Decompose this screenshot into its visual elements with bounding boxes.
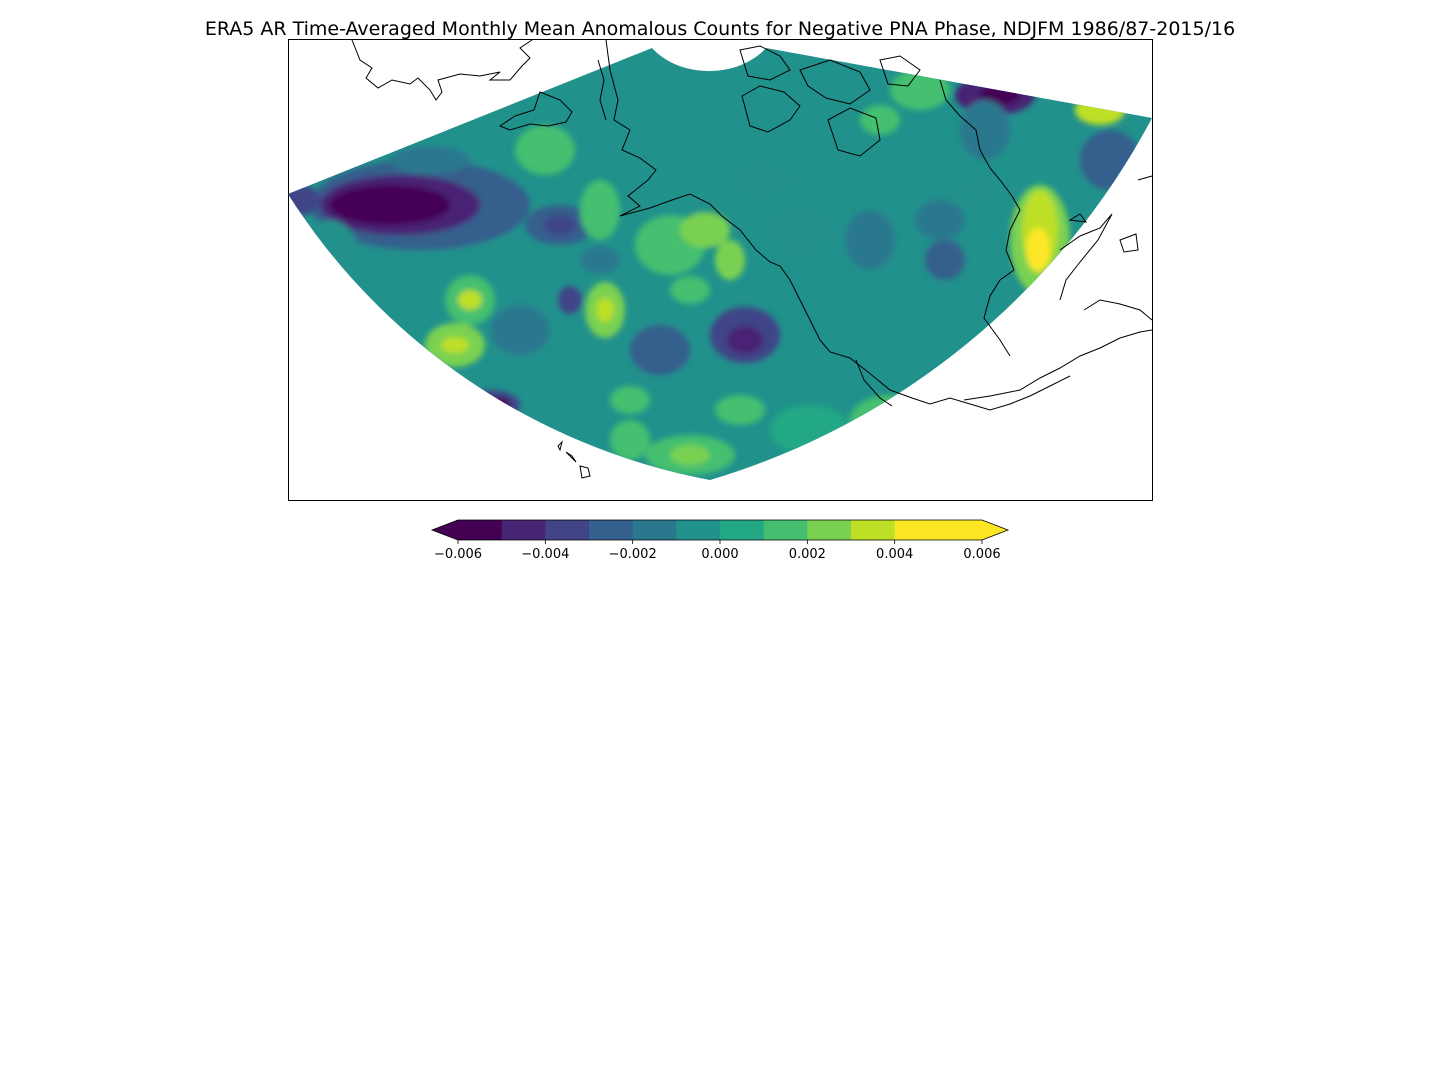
anomaly-patch — [580, 180, 620, 240]
anomaly-patch — [441, 337, 469, 353]
anomaly-patch — [458, 290, 482, 310]
figure-title: ERA5 AR Time-Averaged Monthly Mean Anoma… — [204, 18, 1236, 40]
colorbar-tick-label: 0.006 — [963, 547, 1000, 562]
anomaly-patch — [715, 395, 765, 425]
colorbar-tick-label: 0.000 — [701, 547, 738, 562]
anomaly-patch — [955, 170, 1005, 210]
colorbar-bin — [938, 520, 983, 540]
colorbar-bin — [763, 520, 808, 540]
coastlines — [351, 39, 1153, 479]
anomaly-patch — [558, 286, 582, 314]
colorbar-bins — [458, 520, 983, 540]
colorbar-bin — [720, 520, 765, 540]
colorbar-tick-label: −0.004 — [521, 547, 569, 562]
anomaly-patch — [390, 146, 470, 174]
colorbar-bin — [676, 520, 721, 540]
anomaly-patch — [915, 200, 965, 240]
colorbar-bin — [894, 520, 939, 540]
colorbar-tick-label: −0.006 — [434, 547, 482, 562]
colorbar-bin — [851, 520, 896, 540]
anomaly-patch — [727, 326, 763, 354]
anomaly-patch — [330, 185, 450, 225]
colorbar-bin — [589, 520, 634, 540]
anomaly-patch — [596, 298, 614, 322]
anomaly-patch — [515, 125, 575, 175]
anomaly-patch — [670, 445, 710, 465]
colorbar-tick-label: 0.004 — [876, 547, 913, 562]
anomaly-patch — [680, 212, 730, 248]
colorbar-bin — [545, 520, 590, 540]
colorbar-over-arrow — [982, 520, 1008, 540]
anomaly-patch — [720, 155, 800, 205]
anomaly-patch — [610, 386, 650, 414]
anomaly-patch — [1026, 228, 1050, 272]
colorbar-ticks: −0.006 −0.004 −0.002 0.000 0.002 0.004 0.006 — [434, 540, 1001, 562]
anomaly-patch — [925, 240, 965, 280]
colorbar: −0.006 −0.004 −0.002 0.000 0.002 0.004 0.006 — [430, 519, 1010, 562]
anomaly-patch — [845, 210, 895, 270]
anomaly-patch — [580, 246, 620, 274]
colorbar-bin — [458, 520, 503, 540]
anomaly-patch — [610, 420, 650, 460]
colorbar-bin — [807, 520, 852, 540]
anomaly-patch — [960, 100, 1010, 160]
anomaly-patch — [670, 276, 710, 304]
anomaly-patch — [544, 215, 576, 235]
colorbar-bin — [501, 520, 546, 540]
colorbar-tick-label: 0.002 — [789, 547, 826, 562]
anomaly-patch — [288, 185, 320, 215]
anomaly-patch — [860, 105, 900, 135]
colorbar-under-arrow — [432, 520, 458, 540]
anomaly-patch — [490, 305, 550, 355]
anomaly-patch — [630, 325, 690, 375]
colorbar-bin — [632, 520, 677, 540]
anomaly-patch — [890, 70, 950, 110]
anomaly-patch — [715, 240, 745, 280]
colorbar-tick-label: −0.002 — [609, 547, 657, 562]
anomaly-patch — [760, 200, 840, 260]
